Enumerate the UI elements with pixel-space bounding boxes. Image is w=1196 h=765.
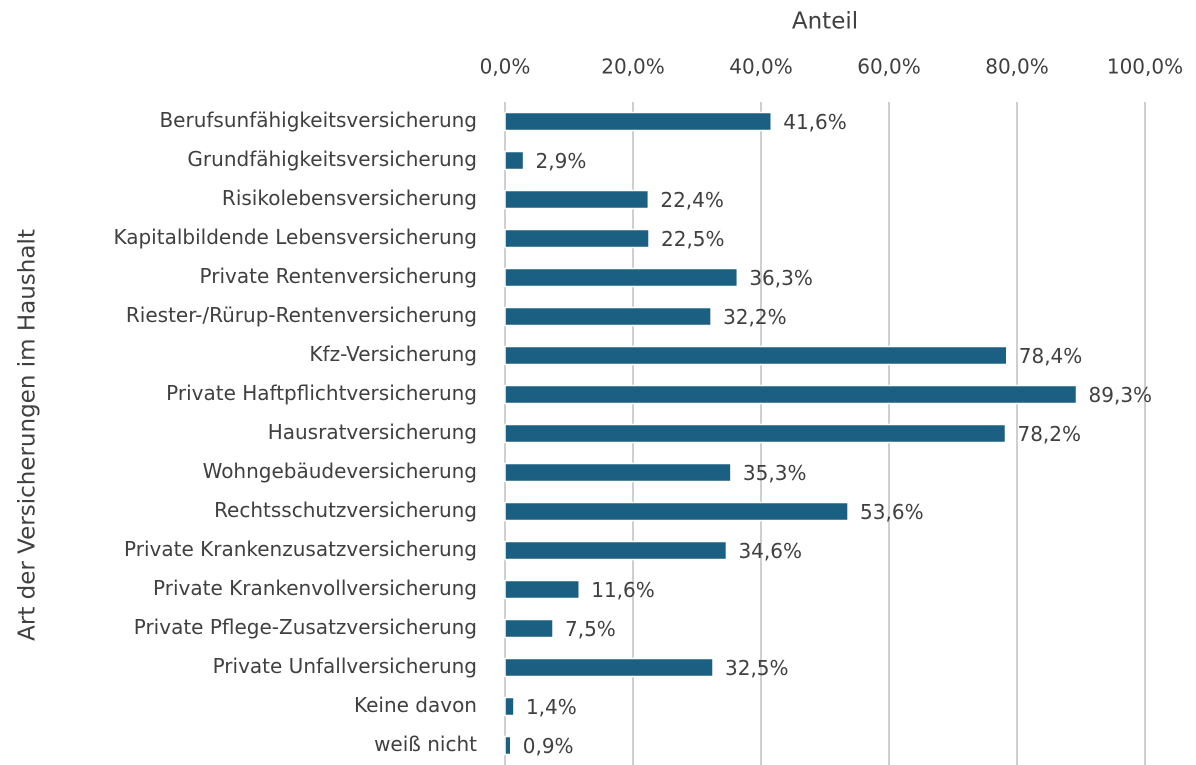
data-label: 1,4%: [526, 695, 577, 719]
data-label: 78,2%: [1017, 422, 1081, 446]
bar: [504, 462, 732, 483]
data-label: 53,6%: [860, 500, 924, 524]
data-label: 22,5%: [661, 227, 725, 251]
y-tick-label: Riester-/Rürup-Rentenversicherung: [126, 303, 477, 327]
bar: [504, 501, 849, 522]
data-label: 0,9%: [523, 734, 574, 758]
bar: [504, 306, 712, 327]
data-label: 36,3%: [749, 266, 813, 290]
y-tick-label: Hausratversicherung: [268, 420, 477, 444]
data-label: 41,6%: [783, 110, 847, 134]
bar: [504, 228, 650, 249]
y-tick-label: Private Pflege-Zusatzversicherung: [134, 615, 477, 639]
y-tick-label: Keine davon: [354, 693, 477, 717]
y-tick-label: Grundfähigkeitsversicherung: [187, 147, 477, 171]
bar: [504, 618, 554, 639]
x-tick-label: 20,0%: [601, 55, 665, 79]
data-label: 2,9%: [536, 149, 587, 173]
bar: [504, 423, 1007, 444]
data-label: 35,3%: [743, 461, 807, 485]
data-label: 78,4%: [1019, 344, 1083, 368]
y-tick-label: Private Rentenversicherung: [200, 264, 477, 288]
x-tick-label: 100,0%: [1107, 55, 1183, 79]
bar: [504, 657, 714, 678]
y-tick-label: Wohngebäudeversicherung: [203, 459, 477, 483]
data-label: 32,2%: [723, 305, 787, 329]
bar: [504, 267, 739, 288]
y-tick-label: Risikolebensversicherung: [222, 186, 477, 210]
data-label: 22,4%: [660, 188, 724, 212]
y-tick-label: Kapitalbildende Lebensversicherung: [113, 225, 477, 249]
y-tick-label: Private Krankenzusatzversicherung: [124, 537, 477, 561]
bar: [504, 579, 580, 600]
bar: [504, 345, 1008, 366]
x-tick-label: 60,0%: [857, 55, 921, 79]
y-tick-label: Rechtsschutzversicherung: [214, 498, 477, 522]
bar: [504, 111, 772, 132]
y-axis-title: Art der Versicherungen im Haushalt: [15, 229, 41, 641]
bar: [504, 150, 525, 171]
y-tick-label: weiß nicht: [374, 732, 477, 756]
y-tick-label: Private Haftpflichtversicherung: [166, 381, 477, 405]
y-tick-label: Private Krankenvollversicherung: [153, 576, 477, 600]
bar: [504, 384, 1078, 405]
x-tick-label: 40,0%: [729, 55, 793, 79]
x-axis-title: Anteil: [792, 9, 858, 35]
data-label: 89,3%: [1089, 383, 1153, 407]
data-label: 7,5%: [565, 617, 616, 641]
bar: [504, 735, 512, 756]
x-tick-label: 0,0%: [480, 55, 531, 79]
y-tick-label: Kfz-Versicherung: [309, 342, 477, 366]
y-tick-label: Private Unfallversicherung: [213, 654, 477, 678]
bar: [504, 540, 728, 561]
x-tick-label: 80,0%: [985, 55, 1049, 79]
y-tick-label: Berufsunfähigkeitsversicherung: [159, 108, 477, 132]
data-label: 32,5%: [725, 656, 789, 680]
data-label: 11,6%: [591, 578, 655, 602]
data-label: 34,6%: [738, 539, 802, 563]
bar: [504, 696, 515, 717]
bar: [504, 189, 650, 210]
